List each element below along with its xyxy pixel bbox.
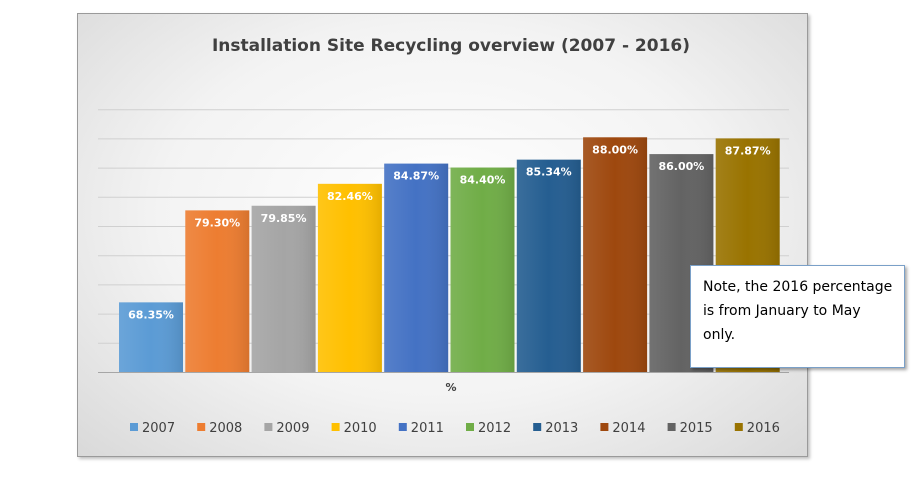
bar-shade-2009 (251, 205, 316, 373)
data-labels: 68.35% 79.30% 79.85% 82.46% 84.87% 84.40% 85.3… (128, 143, 771, 321)
legend-label-2013: 2013 (545, 421, 578, 436)
note-text: Note, the 2016 percentage is from Januar… (703, 279, 893, 343)
legend-swatch-2009 (264, 423, 273, 431)
bar-chart: Installation Site Recycling overview (20… (98, 36, 789, 436)
legend-swatch-2011 (398, 423, 407, 431)
bar-shade-2012 (450, 167, 515, 373)
legend-label-2012: 2012 (478, 421, 511, 436)
legend-swatch-2014 (600, 423, 609, 431)
legend: 2007 2008 2009 2010 2011 2012 2013 2014 2015 2016 (130, 421, 780, 436)
legend-label-2011: 2011 (411, 421, 444, 436)
legend-label-2010: 2010 (344, 421, 377, 436)
legend-label-2014: 2014 (612, 421, 645, 436)
legend-swatch-2012 (466, 423, 474, 431)
legend-label-2016: 2016 (747, 421, 780, 436)
legend-swatch-2007 (130, 423, 138, 431)
data-label-2013: 85.34% (526, 166, 572, 179)
data-label-2009: 79.85% (261, 212, 307, 225)
legend-swatch-2015 (667, 423, 676, 431)
bar-shade-2007 (119, 302, 183, 373)
legend-swatch-2016 (734, 423, 743, 431)
legend-swatch-2013 (533, 423, 542, 431)
chart-title: Installation Site Recycling overview (20… (212, 36, 690, 56)
data-label-2014: 88.00% (592, 143, 638, 156)
legend-swatch-2010 (331, 423, 340, 431)
data-label-2011: 84.87% (393, 170, 439, 183)
legend-swatch-2008 (197, 423, 206, 431)
data-label-2016: 87.87% (725, 144, 771, 157)
data-label-2007: 68.35% (128, 308, 174, 321)
data-label-2012: 84.40% (460, 174, 506, 187)
legend-label-2015: 2015 (680, 421, 713, 436)
bar-shade-2011 (384, 163, 449, 373)
bar-shade-2010 (317, 183, 382, 373)
x-axis-title: % (445, 381, 456, 394)
legend-label-2007: 2007 (142, 421, 175, 436)
legend-label-2009: 2009 (276, 421, 309, 436)
note-callout: Note, the 2016 percentage is from Januar… (690, 265, 905, 368)
bar-shade-2013 (516, 159, 581, 373)
bars (119, 137, 780, 373)
legend-label-2008: 2008 (209, 421, 242, 436)
bar-shade-2008 (185, 210, 250, 373)
data-label-2010: 82.46% (327, 190, 373, 203)
chart-frame: Installation Site Recycling overview (20… (77, 13, 808, 457)
data-label-2015: 86.00% (658, 160, 704, 173)
data-label-2008: 79.30% (194, 216, 240, 229)
bar-shade-2014 (583, 137, 648, 373)
